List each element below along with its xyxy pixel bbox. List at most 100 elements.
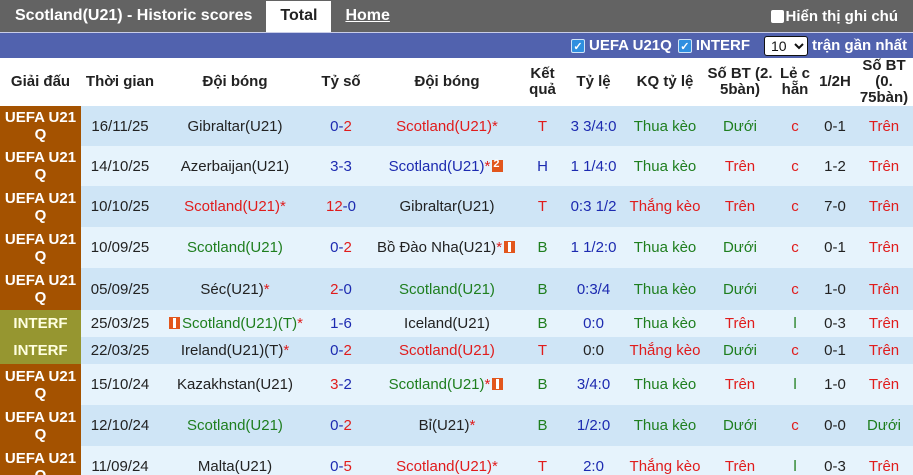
col-result: Kết quả [523,58,562,106]
table-row[interactable]: UEFA U21 Q 16/11/25 Gibraltar(U21) 0-2 S… [0,106,913,146]
favorite-marker: * [484,376,491,393]
col-score: Tỷ số [311,58,371,106]
score-cell[interactable]: 0-2 [311,106,371,146]
table-row[interactable]: UEFA U21 Q 10/10/25 Scotland(U21)* 12-0 … [0,186,913,227]
ou-2-5-cell: Dưới [705,268,775,310]
home-team-cell[interactable]: Gibraltar(U21) [159,106,311,146]
odds-cell: 1/2:0 [562,405,625,446]
league-cell[interactable]: UEFA U21 Q [0,268,81,310]
ou-2-5-cell: Trên [705,446,775,475]
table-header-row: Giải đấu Thời gian Đội bóng Tỷ số Đội bó… [0,58,913,106]
odds-cell: 0:3 1/2 [562,186,625,227]
league-cell[interactable]: UEFA U21 Q [0,227,81,268]
table-row[interactable]: INTERF 22/03/25 Ireland(U21)(T)* 0-2 Sco… [0,337,913,364]
filter-label: INTERF [695,37,750,54]
league-cell[interactable]: UEFA U21 Q [0,146,81,186]
odds-result-cell: Thua kèo [625,146,705,186]
away-team-cell[interactable]: Scotland(U21)* [371,364,523,405]
home-team-cell[interactable]: Kazakhstan(U21) [159,364,311,405]
tab-total[interactable]: Total [266,1,332,32]
away-team-cell[interactable]: Scotland(U21)* [371,106,523,146]
col-odds-result: KQ tỷ lệ [625,58,705,106]
ou-2-5-cell: Dưới [705,337,775,364]
score-cell[interactable]: 0-2 [311,337,371,364]
ou-0-75-cell: Trên [855,146,913,186]
score-cell[interactable]: 3-2 [311,364,371,405]
odds-result-cell: Thua kèo [625,405,705,446]
favorite-marker: * [492,458,498,475]
table-row[interactable]: UEFA U21 Q 05/09/25 Séc(U21)* 2-0 Scotla… [0,268,913,310]
show-notes-toggle[interactable]: Hiển thị ghi chú [770,0,899,32]
home-goals: 0 [330,458,339,475]
tab-home[interactable]: Home [345,7,390,24]
score-cell[interactable]: 12-0 [311,186,371,227]
red-card-icon [504,241,516,253]
result-cell: B [523,364,562,405]
away-team-cell[interactable]: Bỉ(U21)* [371,405,523,446]
checkbox-checked-icon[interactable]: ✓ [677,38,692,53]
substitution-icon [492,158,504,172]
league-cell[interactable]: INTERF [0,310,81,337]
away-team-cell[interactable]: Gibraltar(U21) [371,186,523,227]
league-cell[interactable]: UEFA U21 Q [0,106,81,146]
odd-even-cell: c [775,268,815,310]
ou-2-5-cell: Trên [705,146,775,186]
date-cell: 22/03/25 [81,337,159,364]
filter-uefa-u21q[interactable]: ✓ UEFA U21Q [571,37,672,54]
league-cell[interactable]: UEFA U21 Q [0,186,81,227]
score-cell[interactable]: 3-3 [311,146,371,186]
date-cell: 10/10/25 [81,186,159,227]
league-cell[interactable]: UEFA U21 Q [0,364,81,405]
score-cell[interactable]: 2-0 [311,268,371,310]
score-cell[interactable]: 0-2 [311,227,371,268]
col-home-team: Đội bóng [159,58,311,106]
table-row[interactable]: INTERF 25/03/25 Scotland(U21)(T)* 1-6 Ic… [0,310,913,337]
table-row[interactable]: UEFA U21 Q 14/10/25 Azerbaijan(U21) 3-3 … [0,146,913,186]
ou-0-75-cell: Dưới [855,405,913,446]
away-team-cell[interactable]: Scotland(U21)* [371,446,523,475]
ou-2-5-cell: Dưới [705,405,775,446]
score-cell[interactable]: 1-6 [311,310,371,337]
home-team-cell[interactable]: Scotland(U21) [159,405,311,446]
away-team-cell[interactable]: Scotland(U21)* [371,146,523,186]
home-team-cell[interactable]: Séc(U21)* [159,268,311,310]
table-row[interactable]: UEFA U21 Q 12/10/24 Scotland(U21) 0-2 Bỉ… [0,405,913,446]
home-team-cell[interactable]: Ireland(U21)(T)* [159,337,311,364]
league-cell[interactable]: UEFA U21 Q [0,446,81,475]
away-team-cell[interactable]: Scotland(U21) [371,268,523,310]
home-team-cell[interactable]: Scotland(U21) [159,227,311,268]
page-title: Scotland(U21) - Historic scores [15,7,253,24]
historic-scores-table: Giải đấu Thời gian Đội bóng Tỷ số Đội bó… [0,58,913,475]
result-cell: T [523,186,562,227]
col-odd-even: Lẻ c hẵn [775,58,815,106]
result-cell: T [523,106,562,146]
table-row[interactable]: UEFA U21 Q 11/09/24 Malta(U21) 0-5 Scotl… [0,446,913,475]
home-team-cell[interactable]: Scotland(U21)(T)* [159,310,311,337]
away-team-cell[interactable]: Scotland(U21) [371,337,523,364]
home-team-cell[interactable]: Azerbaijan(U21) [159,146,311,186]
home-team-cell[interactable]: Scotland(U21)* [159,186,311,227]
ou-0-75-cell: Trên [855,106,913,146]
filter-label: UEFA U21Q [589,37,672,54]
filter-interf[interactable]: ✓ INTERF [677,37,750,54]
show-notes-checkbox[interactable] [770,9,784,23]
half-time-cell: 0-3 [815,446,855,475]
league-cell[interactable]: INTERF [0,337,81,364]
checkbox-checked-icon[interactable]: ✓ [571,38,585,53]
table-row[interactable]: UEFA U21 Q 15/10/24 Kazakhstan(U21) 3-2 … [0,364,913,405]
table-row[interactable]: UEFA U21 Q 10/09/25 Scotland(U21) 0-2 Bồ… [0,227,913,268]
show-notes-label: Hiển thị ghi chú [785,7,899,25]
away-team-cell[interactable]: Iceland(U21) [371,310,523,337]
league-cell[interactable]: UEFA U21 Q [0,405,81,446]
home-goals: 2 [330,280,339,298]
half-time-cell: 1-0 [815,268,855,310]
score-cell[interactable]: 0-5 [311,446,371,475]
home-team-cell[interactable]: Malta(U21) [159,446,311,475]
away-team-cell[interactable]: Bồ Đào Nha(U21)* [371,227,523,268]
odds-result-cell: Thua kèo [625,106,705,146]
match-count-select[interactable]: 10 [763,35,808,56]
odds-result-cell: Thua kèo [625,310,705,337]
half-time-cell: 0-1 [815,227,855,268]
score-cell[interactable]: 0-2 [311,405,371,446]
date-cell: 16/11/25 [81,106,159,146]
